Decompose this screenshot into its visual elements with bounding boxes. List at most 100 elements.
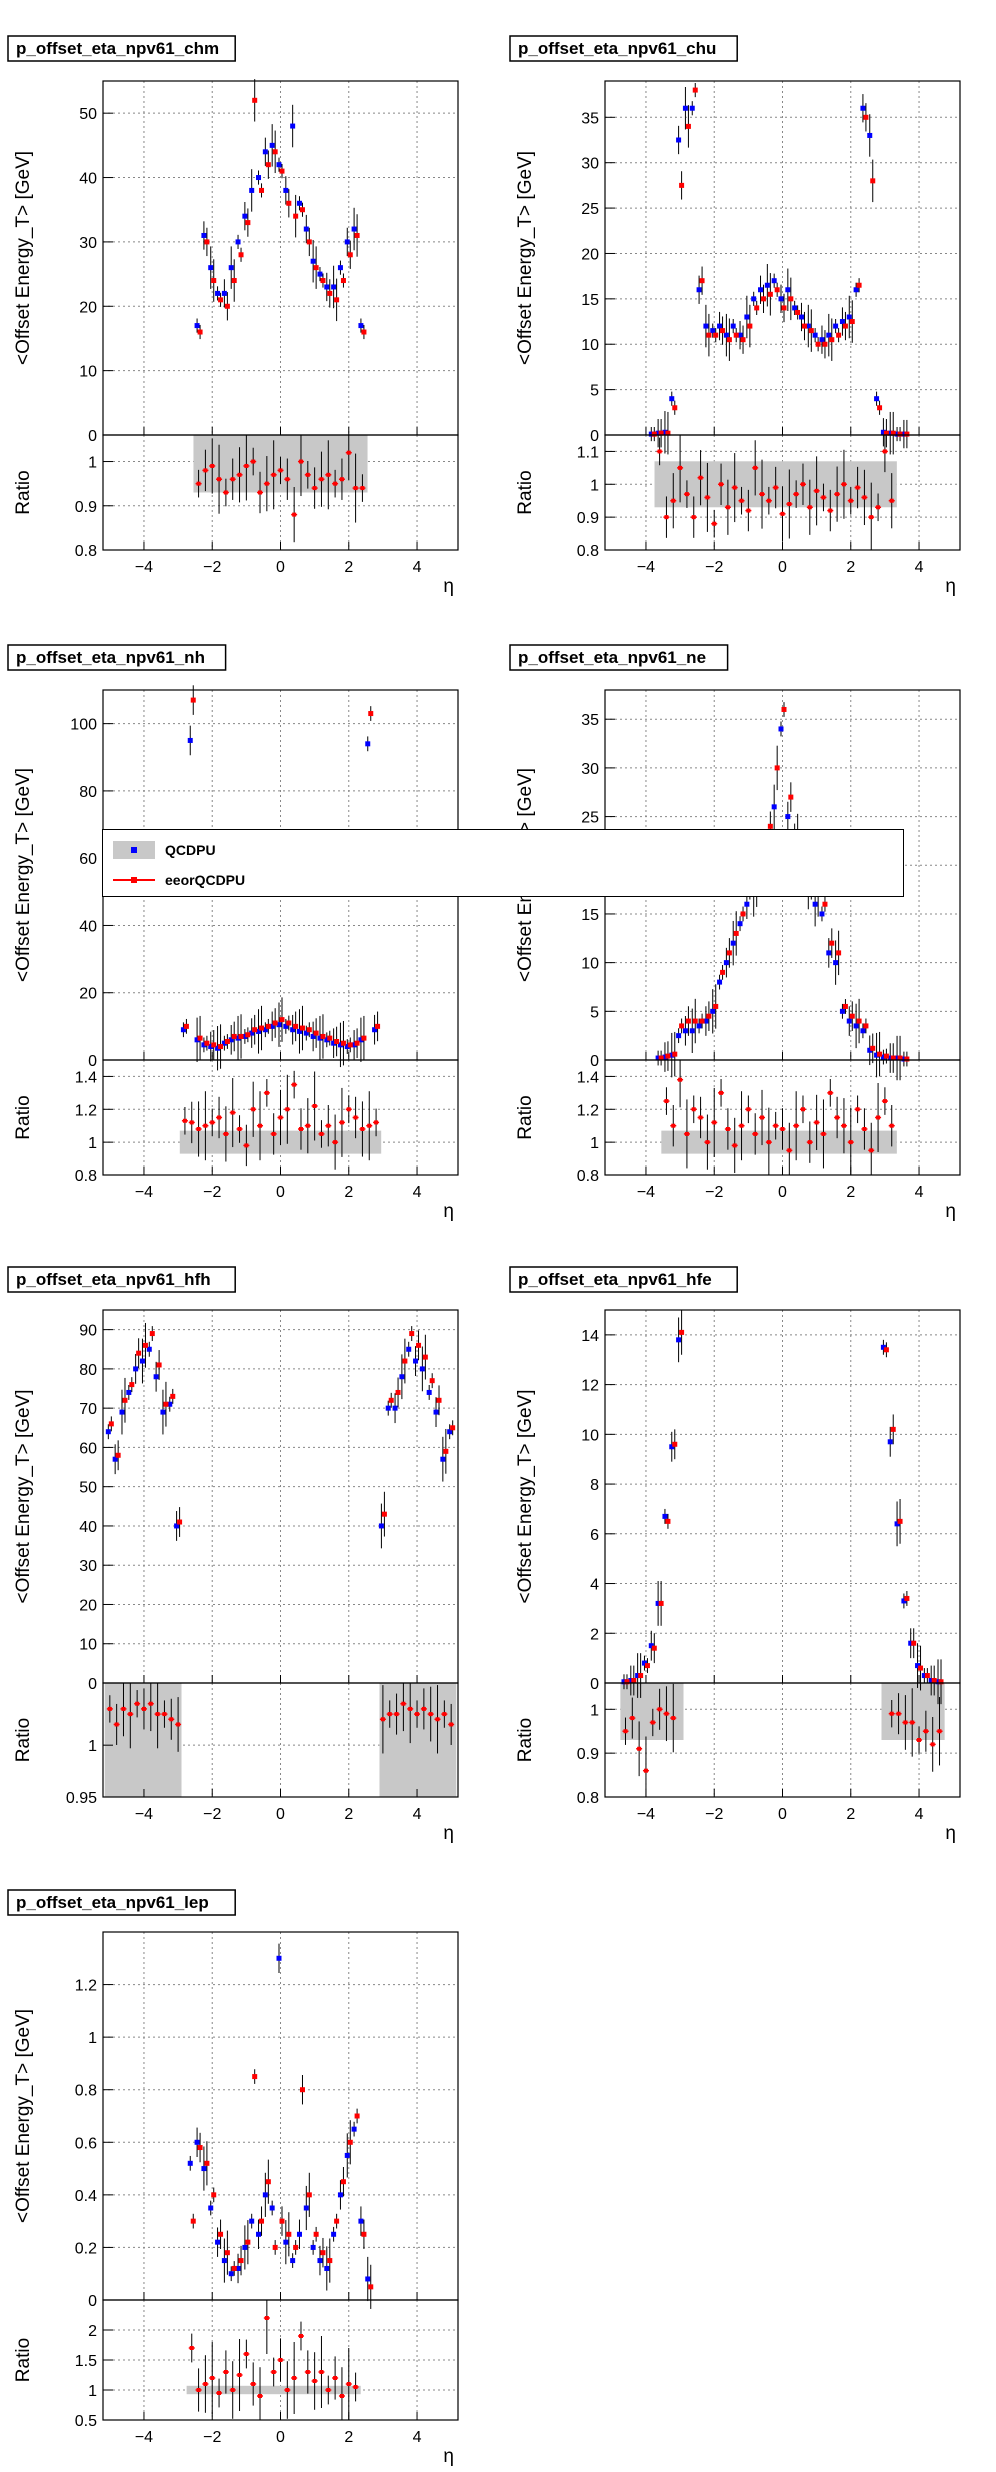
data-point	[238, 2258, 244, 2264]
data-point	[385, 1405, 391, 1411]
data-point	[726, 950, 732, 956]
data-point	[665, 1053, 671, 1059]
series-qcdpu	[187, 1943, 371, 2302]
data-point	[737, 921, 743, 927]
data-point	[122, 1397, 128, 1403]
ratio-point	[725, 505, 730, 510]
data-point	[283, 2239, 289, 2245]
ratio-point	[746, 1107, 751, 1112]
x-tick-label: 2	[846, 1806, 855, 1823]
x-tick-label: 2	[344, 1806, 353, 1823]
ratio-point	[657, 449, 662, 454]
ratio-point	[780, 1127, 785, 1131]
ratio-point	[630, 1716, 635, 1721]
ratio-point	[305, 472, 310, 477]
data-point	[785, 814, 791, 820]
ratio-point	[244, 2352, 249, 2356]
ratio-point	[691, 515, 696, 520]
data-point	[310, 2244, 316, 2250]
data-point	[313, 2231, 319, 2237]
data-point	[815, 341, 821, 347]
x-tick-label: −4	[637, 559, 655, 576]
data-point	[337, 2192, 343, 2198]
ratio-y-tick-label: 0.95	[66, 1790, 97, 1807]
ratio-point	[766, 1140, 771, 1145]
data-point	[187, 2160, 193, 2166]
ratio-point	[421, 1706, 426, 1711]
data-point	[860, 105, 866, 111]
ratio-point	[326, 472, 331, 477]
x-tick-label: 0	[778, 559, 787, 576]
data-point	[758, 287, 764, 293]
data-point	[252, 1027, 258, 1033]
data-point	[388, 1397, 394, 1403]
ratio-y-tick-label: 1	[590, 1702, 599, 1719]
ratio-point	[862, 495, 867, 500]
data-point	[826, 950, 832, 956]
x-tick-label: 4	[413, 559, 422, 576]
x-tick-label: −2	[705, 559, 723, 576]
x-tick-label: −2	[705, 1184, 723, 1201]
data-point	[276, 162, 282, 168]
data-point	[808, 328, 814, 334]
data-point	[306, 2192, 312, 2198]
data-point	[231, 2265, 237, 2271]
data-point	[358, 1037, 364, 1043]
ratio-point	[155, 1712, 160, 1717]
ratio-point	[237, 1127, 242, 1131]
data-point	[915, 1663, 921, 1669]
data-point	[662, 1513, 668, 1519]
chart-title-frame	[7, 644, 227, 671]
data-point	[894, 431, 900, 437]
y-tick-label: 90	[79, 1323, 97, 1340]
data-point	[682, 1028, 688, 1034]
data-point	[269, 1023, 275, 1029]
ratio-point	[189, 1120, 194, 1125]
ratio-point	[189, 2346, 194, 2350]
y-tick-label: 20	[79, 1597, 97, 1614]
data-point	[833, 323, 839, 329]
data-point	[644, 1663, 650, 1669]
data-point	[413, 1358, 419, 1364]
data-point	[774, 287, 780, 293]
data-point	[174, 1523, 180, 1529]
data-point	[679, 1023, 685, 1029]
x-tick-label: 4	[915, 1806, 924, 1823]
ratio-point	[217, 1115, 222, 1120]
data-point	[717, 323, 723, 329]
data-point	[105, 1429, 111, 1435]
data-point	[303, 2205, 309, 2211]
y-tick-label: 0.4	[75, 2188, 97, 2205]
ratio-point	[148, 1701, 153, 1706]
y-tick-label: 20	[79, 986, 97, 1003]
y-tick-label: 15	[581, 907, 599, 924]
data-point	[826, 332, 832, 338]
ratio-point	[657, 1707, 662, 1712]
x-tick-label: 0	[778, 1806, 787, 1823]
data-point	[887, 1055, 893, 1061]
data-point	[375, 1023, 381, 1029]
data-point	[785, 287, 791, 293]
chart-title-frame	[7, 1266, 236, 1293]
ratio-point	[807, 1140, 812, 1145]
data-point	[276, 1022, 282, 1028]
data-point	[286, 1020, 292, 1026]
ratio-y-tick-label: 1.1	[577, 444, 599, 461]
chart-title: p_offset_eta_npv61_chu	[518, 39, 716, 58]
y-tick-label: 0.8	[75, 2083, 97, 2100]
data-point	[340, 278, 346, 284]
ratio-point	[217, 477, 222, 482]
x-tick-label: 0	[276, 559, 285, 576]
data-point	[720, 328, 726, 334]
data-point	[279, 2218, 285, 2224]
data-point	[839, 1008, 845, 1014]
data-point	[863, 114, 869, 120]
ratio-point	[292, 1082, 297, 1087]
data-point	[306, 1027, 312, 1033]
data-point	[211, 278, 217, 284]
data-point	[883, 430, 889, 436]
ratio-point	[353, 486, 358, 491]
x-axis-label: η	[945, 1823, 956, 1844]
ratio-point	[387, 1712, 392, 1717]
ratio-point	[217, 2391, 222, 2395]
